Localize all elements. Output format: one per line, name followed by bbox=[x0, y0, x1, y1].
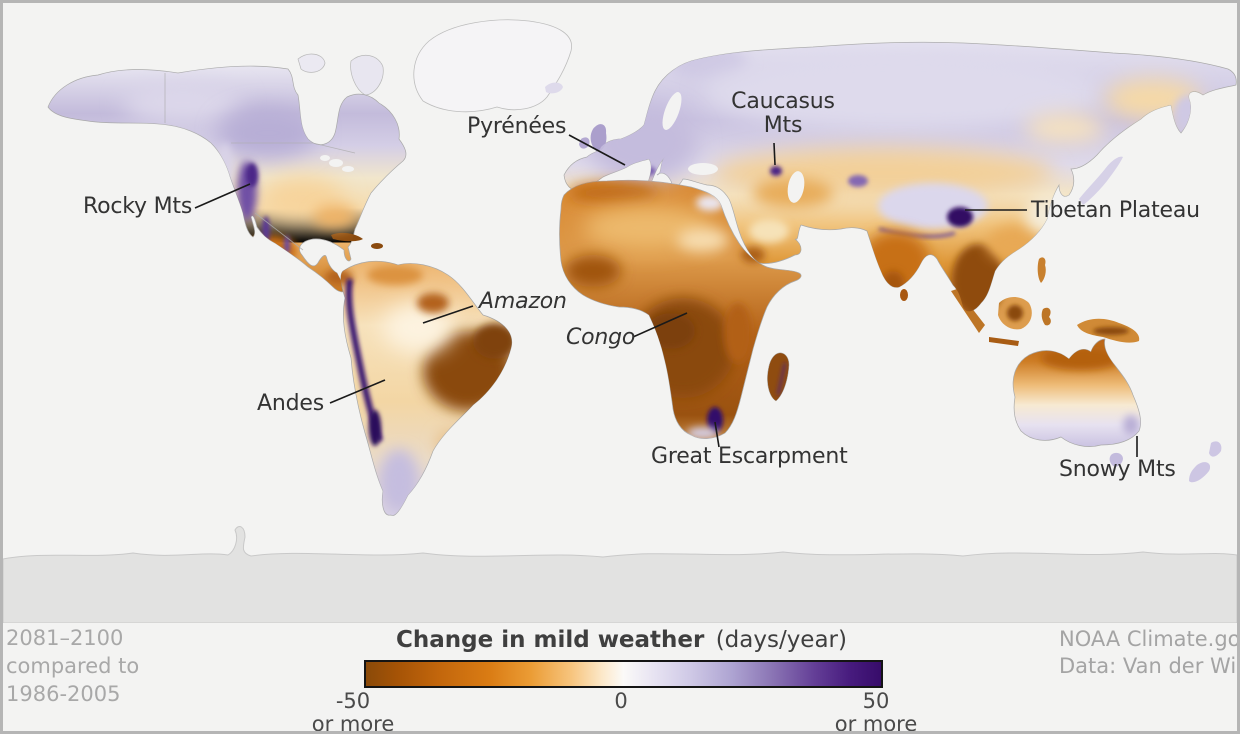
island-victoria bbox=[297, 53, 326, 73]
island-new-zealand-north bbox=[1209, 441, 1222, 457]
source-name: NOAA Climate.gov bbox=[1059, 627, 1240, 651]
landmass-north-america bbox=[47, 65, 407, 293]
colorbar-tick-zero: 0 bbox=[561, 690, 681, 713]
island-iceland bbox=[545, 82, 563, 94]
island-cuba bbox=[331, 232, 363, 242]
island-philippines bbox=[1037, 257, 1046, 283]
colorbar-tick-max: 50 or more bbox=[816, 689, 936, 734]
lake-michigan-huron bbox=[329, 159, 343, 167]
map-label-great-escarpment: Great Escarpment bbox=[651, 444, 848, 469]
sea-black bbox=[688, 163, 718, 175]
period-line-3: 1986-2005 bbox=[6, 682, 121, 706]
source-credit: NOAA Climate.gov Data: Van der Wiel bbox=[1059, 626, 1240, 680]
map-label-andes: Andes bbox=[257, 391, 324, 416]
period-line-1: 2081–2100 bbox=[6, 626, 124, 650]
landmass-greenland bbox=[413, 19, 572, 113]
legend-title-units: (days/year) bbox=[715, 627, 847, 653]
leader-great-escarpment bbox=[714, 421, 720, 448]
leader-congo bbox=[632, 312, 688, 338]
period-line-2: compared to bbox=[6, 654, 140, 678]
world-map bbox=[3, 3, 1237, 623]
island-tasmania bbox=[1109, 452, 1123, 467]
lake-erie-ontario bbox=[342, 166, 354, 172]
island-baffin bbox=[350, 54, 384, 96]
tick-min-qualifier: or more bbox=[311, 712, 395, 734]
island-sulawesi bbox=[1041, 307, 1051, 326]
island-great-britain bbox=[590, 124, 607, 152]
leader-rocky-mts bbox=[194, 183, 251, 209]
legend-title: Change in mild weather (days/year) bbox=[364, 627, 879, 653]
island-sri-lanka bbox=[900, 289, 908, 301]
tick-max-value: 50 bbox=[862, 689, 890, 713]
island-hispaniola bbox=[371, 243, 383, 249]
island-java bbox=[989, 337, 1019, 346]
comparison-period: 2081–2100 compared to 1986-2005 bbox=[6, 624, 139, 708]
leader-andes bbox=[329, 379, 386, 404]
map-label-snowy-mts: Snowy Mts bbox=[1059, 457, 1176, 482]
sea-baltic bbox=[662, 92, 682, 130]
landmass-antarctica bbox=[3, 526, 1237, 623]
leader-caucasus-mts bbox=[773, 142, 776, 166]
tick-min-value: -50 bbox=[335, 689, 371, 713]
colorbar-tick-min: -50 or more bbox=[293, 689, 413, 734]
leader-amazon bbox=[422, 305, 474, 324]
island-japan bbox=[1079, 156, 1123, 205]
label-leader-lines bbox=[194, 134, 1138, 457]
map-label-pyrenees: Pyrénées bbox=[467, 114, 567, 139]
map-label-rocky-mts: Rocky Mts bbox=[83, 194, 193, 219]
island-new-zealand-south bbox=[1189, 462, 1211, 483]
leader-pyrenees bbox=[568, 134, 626, 166]
map-label-congo: Congo bbox=[566, 325, 636, 350]
sea-caspian bbox=[787, 171, 805, 203]
data-credit: Data: Van der Wiel bbox=[1059, 654, 1240, 678]
map-label-tibetan-plateau: Tibetan Plateau bbox=[1031, 198, 1200, 223]
tick-zero-value: 0 bbox=[614, 689, 628, 713]
country-borders bbox=[164, 73, 356, 251]
legend-title-text: Change in mild weather bbox=[396, 627, 705, 653]
lake-superior bbox=[320, 155, 330, 161]
colorbar-gradient bbox=[364, 660, 883, 688]
map-label-amazon: Amazon bbox=[479, 289, 567, 314]
tick-max-qualifier: or more bbox=[834, 712, 918, 734]
map-label-caucasus-mts: Caucasus Mts bbox=[731, 89, 835, 138]
